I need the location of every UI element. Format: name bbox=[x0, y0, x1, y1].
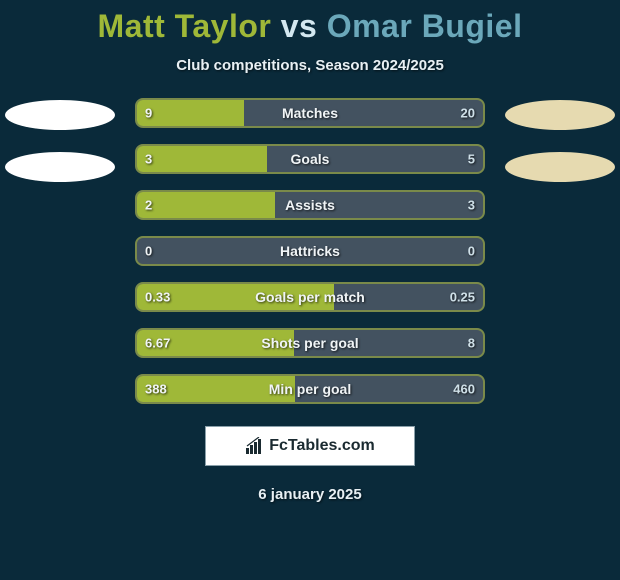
logo-text: FcTables.com bbox=[269, 437, 375, 455]
stat-value-left: 3 bbox=[145, 152, 152, 167]
player2-badges bbox=[505, 98, 615, 182]
stat-value-right: 20 bbox=[461, 106, 475, 121]
stat-value-left: 0.33 bbox=[145, 290, 170, 305]
stat-value-left: 0 bbox=[145, 244, 152, 259]
stat-label: Shots per goal bbox=[261, 335, 358, 351]
vs-label: vs bbox=[281, 8, 318, 44]
player1-badges bbox=[5, 98, 115, 182]
date-label: 6 january 2025 bbox=[0, 486, 620, 503]
stat-row: 0 Hattricks 0 bbox=[135, 236, 485, 266]
comparison-content: 9 Matches 20 3 Goals 5 2 Assists 3 0 Hattricks 0 0.3… bbox=[0, 98, 620, 404]
stat-row: 388 Min per goal 460 bbox=[135, 374, 485, 404]
stat-value-right: 0.25 bbox=[450, 290, 475, 305]
stat-row: 3 Goals 5 bbox=[135, 144, 485, 174]
stat-value-right: 3 bbox=[468, 198, 475, 213]
stat-label: Goals per match bbox=[255, 289, 365, 305]
comparison-bars: 9 Matches 20 3 Goals 5 2 Assists 3 0 Hattricks 0 0.3… bbox=[135, 98, 485, 404]
stat-value-right: 5 bbox=[468, 152, 475, 167]
player2-name: Omar Bugiel bbox=[327, 8, 523, 44]
stat-value-left: 2 bbox=[145, 198, 152, 213]
stat-label: Min per goal bbox=[269, 381, 351, 397]
stat-bar-left-fill bbox=[137, 146, 267, 172]
player1-league-badge bbox=[5, 152, 115, 182]
stat-label: Hattricks bbox=[280, 243, 340, 259]
chart-icon bbox=[245, 437, 263, 455]
stat-bar-left-fill bbox=[137, 192, 275, 218]
stat-label: Matches bbox=[282, 105, 338, 121]
player2-league-badge bbox=[505, 152, 615, 182]
stat-value-right: 460 bbox=[453, 382, 475, 397]
stat-row: 6.67 Shots per goal 8 bbox=[135, 328, 485, 358]
stat-row: 0.33 Goals per match 0.25 bbox=[135, 282, 485, 312]
stat-label: Assists bbox=[285, 197, 335, 213]
stat-value-right: 0 bbox=[468, 244, 475, 259]
stat-value-left: 388 bbox=[145, 382, 167, 397]
stat-value-left: 6.67 bbox=[145, 336, 170, 351]
subtitle: Club competitions, Season 2024/2025 bbox=[0, 57, 620, 74]
player1-club-badge bbox=[5, 100, 115, 130]
site-logo: FcTables.com bbox=[205, 426, 415, 466]
player2-club-badge bbox=[505, 100, 615, 130]
stat-bar-left-fill bbox=[137, 100, 244, 126]
stat-row: 9 Matches 20 bbox=[135, 98, 485, 128]
player1-name: Matt Taylor bbox=[98, 8, 272, 44]
page-title: Matt Taylor vs Omar Bugiel bbox=[0, 0, 620, 45]
stat-row: 2 Assists 3 bbox=[135, 190, 485, 220]
stat-value-right: 8 bbox=[468, 336, 475, 351]
stat-label: Goals bbox=[291, 151, 330, 167]
stat-value-left: 9 bbox=[145, 106, 152, 121]
